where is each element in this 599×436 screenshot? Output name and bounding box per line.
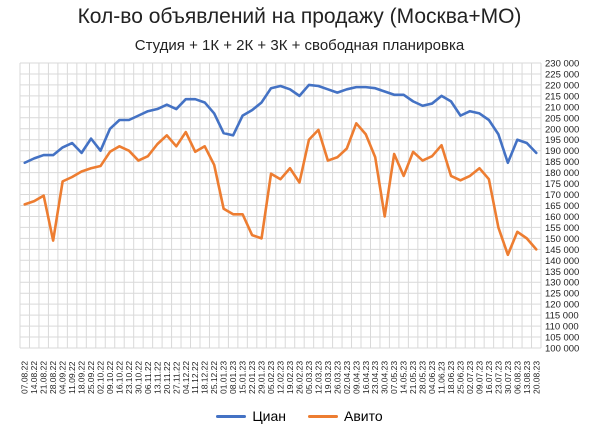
x-tick-label: 02.04.23 [342,361,352,394]
x-tick-label: 16.07.23 [484,361,494,394]
x-tick-label: 06.08.23 [512,361,522,394]
y-tick-label: 115 000 [545,311,579,322]
x-tick-label: 21.05.23 [408,361,418,394]
x-tick-label: 02.10.22 [96,361,106,394]
legend-item-avito: Авито [308,408,383,424]
x-tick-label: 14.08.22 [29,361,39,394]
x-tick-label: 18.09.22 [77,361,87,394]
y-tick-label: 205 000 [545,113,579,124]
chart-legend: Циан Авито [0,408,599,424]
x-tick-label: 30.07.23 [503,361,513,394]
legend-swatch-avito [308,414,339,418]
x-tick-label: 26.03.23 [332,361,342,394]
x-tick-label: 19.02.23 [285,361,295,394]
y-tick-label: 135 000 [545,267,579,278]
x-tick-label: 13.11.22 [152,361,162,394]
x-tick-label: 22.01.23 [247,361,257,394]
x-tick-label: 20.11.22 [162,361,172,394]
y-tick-label: 185 000 [545,157,579,168]
x-tick-label: 06.11.22 [143,361,153,394]
x-tick-label: 11.09.22 [67,361,77,394]
x-tick-label: 01.01.23 [219,361,229,394]
x-tick-label: 09.10.22 [105,361,115,394]
y-tick-label: 130 000 [545,278,579,289]
x-tick-label: 16.04.23 [361,361,371,394]
series-line-cian [23,83,538,165]
x-tick-label: 07.05.23 [389,361,399,394]
y-tick-label: 165 000 [545,201,579,212]
x-tick-label: 26.02.23 [294,361,304,394]
x-tick-label: 23.10.22 [124,361,134,394]
x-tick-label: 23.04.23 [370,361,380,394]
y-tick-label: 195 000 [545,135,579,146]
x-tick-label: 04.09.22 [58,361,68,394]
y-tick-label: 220 000 [545,80,579,91]
x-tick-label: 30.10.22 [133,361,143,394]
x-tick-label: 18.12.22 [200,361,210,394]
y-tick-label: 200 000 [545,124,579,135]
x-tick-label: 20.08.23 [531,361,541,394]
y-tick-label: 140 000 [545,256,579,267]
x-tick-label: 19.03.23 [323,361,333,394]
y-tick-label: 215 000 [545,91,579,102]
x-tick-label: 13.08.23 [522,361,532,394]
x-tick-label: 02.07.23 [465,361,475,394]
y-tick-label: 160 000 [545,212,579,223]
x-tick-label: 14.05.23 [399,361,409,394]
y-tick-label: 210 000 [545,102,579,113]
y-tick-label: 145 000 [545,245,579,256]
y-tick-label: 155 000 [545,223,579,234]
x-tick-label: 25.12.22 [209,361,219,394]
x-tick-label: 27.11.22 [171,361,181,394]
series-line-avito [23,121,538,257]
y-tick-label: 230 000 [545,59,579,70]
x-tick-label: 11.06.23 [437,361,447,394]
chart-series [23,83,538,257]
x-tick-label: 16.10.22 [114,361,124,394]
y-tick-label: 150 000 [545,234,579,245]
x-tick-label: 29.01.23 [257,361,267,394]
y-tick-label: 170 000 [545,190,579,201]
legend-item-cian: Циан [216,408,286,424]
x-tick-label: 23.07.23 [493,361,503,394]
x-tick-label: 05.02.23 [266,361,276,394]
x-tick-label: 21.08.22 [39,361,49,394]
y-tick-label: 190 000 [545,146,579,157]
x-tick-label: 08.01.23 [228,361,238,394]
x-tick-label: 04.12.22 [181,361,191,394]
y-tick-label: 125 000 [545,289,579,300]
y-tick-label: 180 000 [545,168,579,179]
x-tick-label: 09.04.23 [351,361,361,394]
y-tick-label: 175 000 [545,179,579,190]
x-tick-label: 25.09.22 [86,361,96,394]
x-tick-label: 12.03.23 [313,361,323,394]
legend-label-cian: Циан [252,408,287,424]
x-tick-label: 28.08.22 [48,361,58,394]
x-tick-label: 15.01.23 [238,361,248,394]
x-tick-label: 28.05.23 [418,361,428,394]
x-tick-label: 07.08.22 [20,361,30,394]
chart-subtitle: Студия + 1К + 2К + 3К + свободная планир… [134,37,465,54]
x-tick-label: 30.04.23 [380,361,390,394]
x-tick-label: 18.06.23 [446,361,456,394]
legend-swatch-cian [216,414,247,418]
x-tick-label: 11.12.22 [190,361,200,394]
x-axis-ticks: 07.08.22 14.08.22 21.08.22 28.08.22 04.09.22… [20,361,542,394]
y-tick-label: 100 000 [545,344,579,355]
y-tick-label: 225 000 [545,69,579,80]
x-tick-label: 25.06.23 [455,361,465,394]
x-tick-label: 09.07.23 [474,361,484,394]
y-tick-label: 120 000 [545,300,579,311]
legend-label-avito: Авито [344,408,383,424]
y-tick-label: 110 000 [545,322,579,333]
chart-title: Кол-во объявлений на продажу (Москва+МО) [77,5,522,28]
y-tick-label: 105 000 [545,333,579,344]
x-tick-label: 12.02.23 [276,361,286,394]
x-tick-label: 04.06.23 [427,361,437,394]
chart-grid [19,62,542,349]
x-tick-label: 05.03.23 [304,361,314,394]
